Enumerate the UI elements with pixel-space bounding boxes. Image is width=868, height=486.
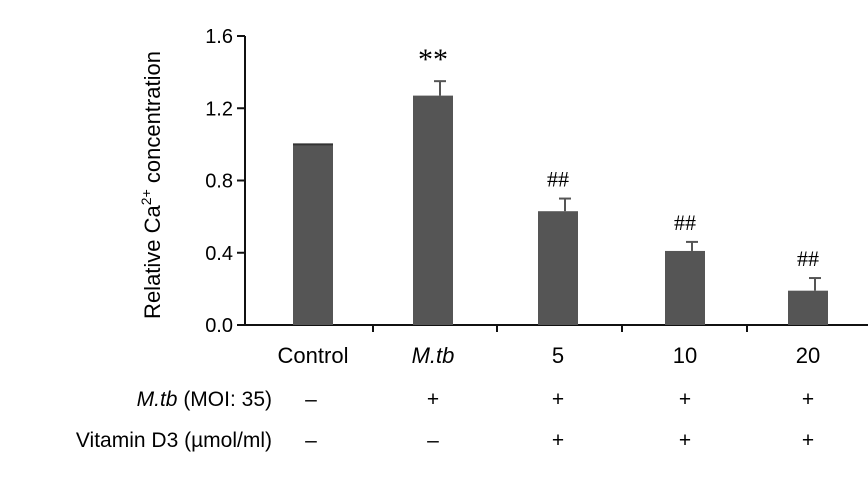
bar xyxy=(665,250,705,325)
x-category-label: 20 xyxy=(796,343,820,368)
condition-sign: + xyxy=(427,388,439,411)
significance-annotation: ## xyxy=(674,210,696,235)
condition-sign: + xyxy=(552,388,564,411)
condition-sign: – xyxy=(427,429,439,452)
bar xyxy=(413,95,453,325)
condition-sign: – xyxy=(305,429,317,452)
y-tick-label: 1.2 xyxy=(205,98,233,120)
significance-annotation: ## xyxy=(547,167,569,192)
y-tick-label: 1.6 xyxy=(205,26,233,48)
condition-row-label: Vitamin D3 (µmol/ml) xyxy=(76,429,272,452)
significance-annotation: ## xyxy=(797,246,819,271)
significance-annotation: ** xyxy=(418,43,448,76)
condition-sign: – xyxy=(305,388,317,411)
y-axis-label: Relative Ca2+ concentration xyxy=(138,51,165,319)
x-category-label: 5 xyxy=(552,343,564,368)
bar xyxy=(293,144,333,325)
condition-sign: + xyxy=(679,388,691,411)
condition-row-label: M.tb (MOI: 35) xyxy=(137,388,272,411)
condition-sign: + xyxy=(802,429,814,452)
condition-sign: + xyxy=(552,429,564,452)
bar xyxy=(788,290,828,325)
bar xyxy=(538,211,578,325)
x-category-label: M.tb xyxy=(412,343,455,368)
y-tick-label: 0.4 xyxy=(205,243,233,265)
y-tick-label: 0.8 xyxy=(205,171,233,193)
condition-sign: + xyxy=(802,388,814,411)
condition-sign: + xyxy=(679,429,691,452)
x-category-label: 10 xyxy=(673,343,697,368)
y-tick-label: 0.0 xyxy=(205,315,233,337)
x-category-label: Control xyxy=(278,343,349,368)
